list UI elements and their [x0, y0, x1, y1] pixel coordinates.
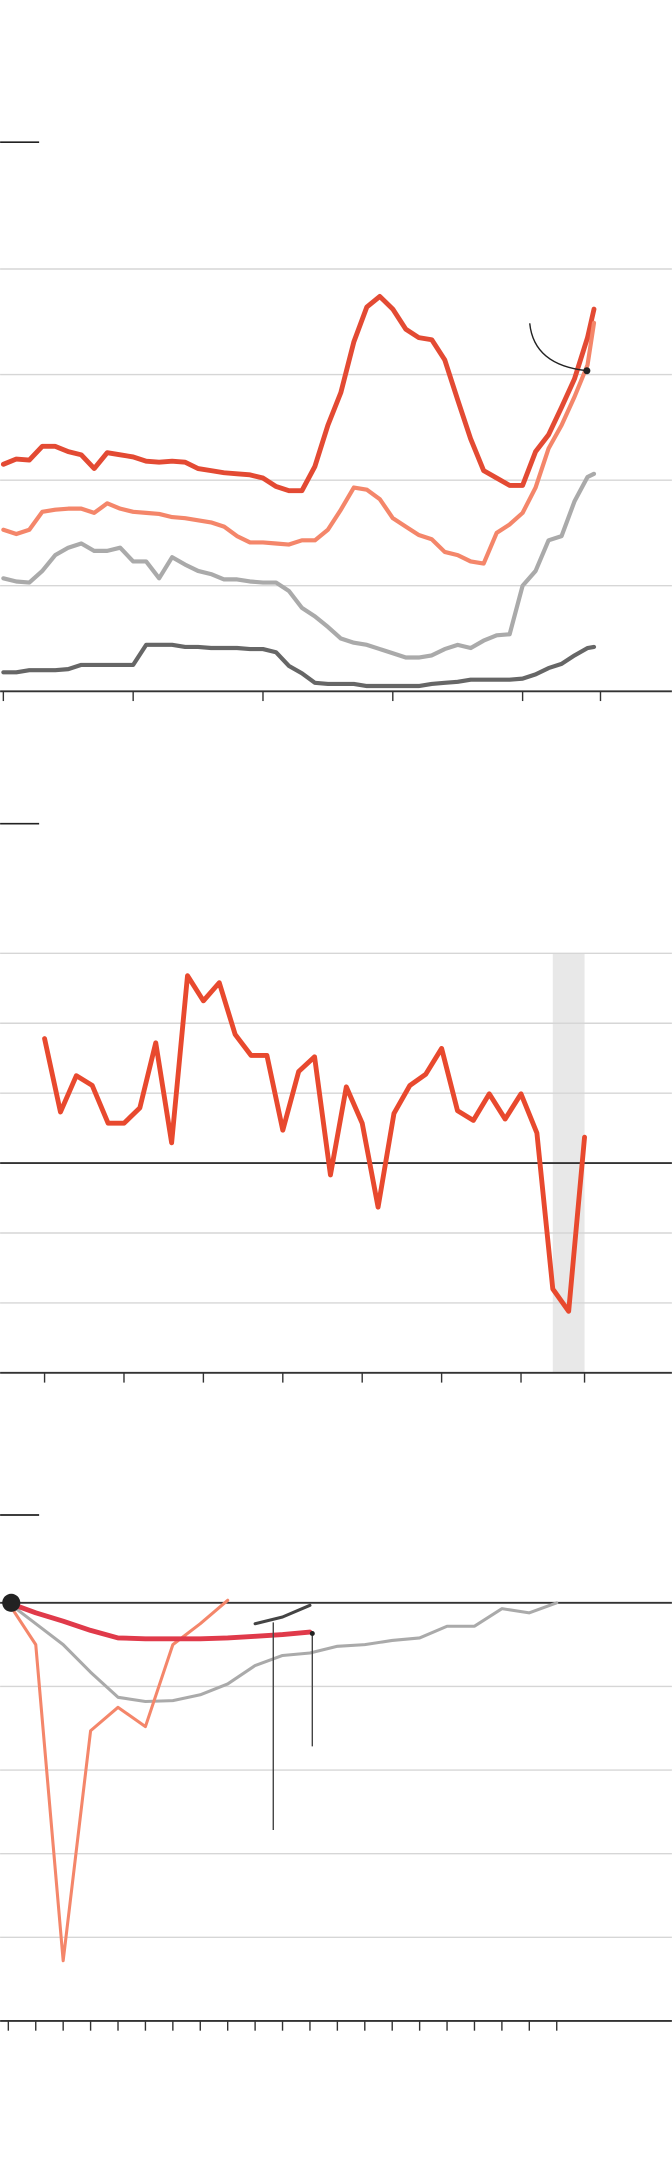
series-line	[6, 1598, 230, 1963]
series-line	[6, 1601, 559, 1704]
series-line	[253, 1603, 312, 1626]
series-line	[1, 642, 597, 689]
annotation-dot	[309, 1630, 315, 1636]
series-line	[42, 973, 587, 1314]
annotation-dot	[583, 367, 591, 375]
series-line	[1, 320, 597, 566]
start-dot	[2, 1593, 21, 1612]
annotation-leader	[529, 323, 587, 372]
series-line	[0, 294, 597, 494]
series-line	[1, 471, 597, 660]
charts	[0, 268, 672, 2031]
series-line	[5, 1600, 313, 1642]
